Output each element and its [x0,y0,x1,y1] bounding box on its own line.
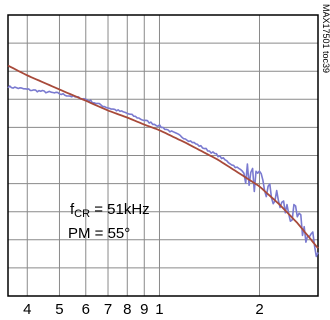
x-tick-label: 4 [23,301,31,318]
series-line-1 [7,85,319,258]
grid [7,14,319,297]
x-tick-label: 6 [82,301,90,318]
x-tick-label: 8 [123,301,131,318]
plot-frame [7,14,319,297]
annotation-phase-margin: PM = 55° [68,225,130,242]
annotation-crossover-frequency: fCR = 51kHz [70,201,150,220]
x-tick-label: 7 [104,301,112,318]
x-tick-label: 9 [140,301,148,318]
series-line-2 [7,64,319,249]
x-tick-label: 1 [155,301,163,318]
figure-id-label: MAX17501 toc39 [321,4,330,73]
x-tick-label: 5 [55,301,63,318]
x-tick-label: 2 [255,301,263,318]
series-layer [7,64,319,258]
